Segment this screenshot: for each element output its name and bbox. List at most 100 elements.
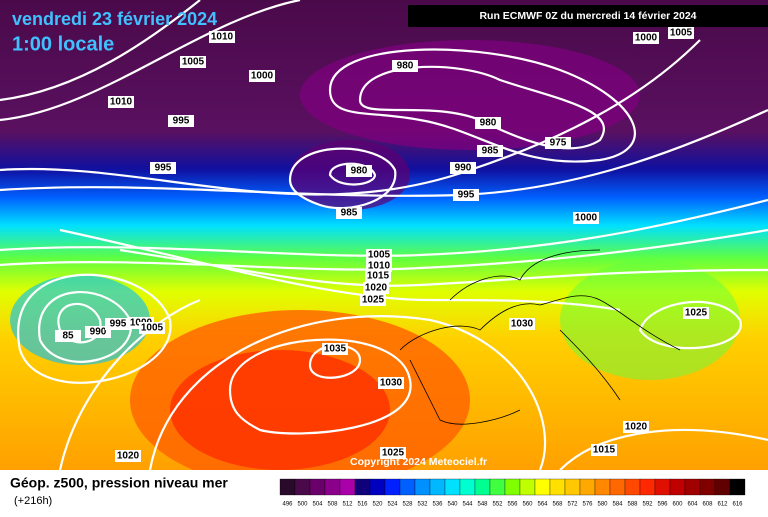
isobar-label-bg [105, 318, 131, 330]
scale-swatch [669, 478, 686, 496]
scale-label: 592 [642, 502, 653, 508]
isobar-label: 1005 [670, 28, 693, 39]
isobar-label-bg [509, 318, 535, 330]
isobar-label: 1030 [380, 378, 403, 389]
scale-label: 532 [417, 502, 428, 508]
isobar-label: 1000 [635, 33, 658, 44]
isobar-label: 1010 [368, 261, 391, 272]
scale-swatch [354, 478, 371, 496]
scale-swatch [429, 478, 446, 496]
isobar-label-bg [150, 162, 176, 174]
scale-label: 600 [672, 502, 683, 508]
isobar-label-bg [573, 212, 599, 224]
scale-swatch [639, 478, 656, 496]
scale-label: 548 [477, 502, 488, 508]
isobar-label: 995 [173, 116, 190, 127]
isobar-label-bg [366, 260, 392, 272]
scale-label: 616 [732, 502, 743, 508]
scale-swatch [369, 478, 386, 496]
scale-label: 528 [402, 502, 413, 508]
scale-label: 596 [657, 502, 668, 508]
copyright: Copyright 2024 Meteociel.fr [350, 456, 487, 468]
scale-label: 540 [447, 502, 458, 508]
isobar-label-bg [623, 421, 649, 433]
isobar-label-bg [683, 307, 709, 319]
isobar-label-bg [336, 207, 362, 219]
run-info: Run ECMWF 0Z du mercredi 14 février 2024 [479, 10, 696, 22]
scale-label: 556 [507, 502, 518, 508]
isobar-label: 980 [480, 118, 497, 129]
isobar-label: 1000 [575, 213, 598, 224]
isobar-label-bg [633, 32, 659, 44]
time-title: 1:00 locale [12, 33, 114, 55]
isobar-label: 1035 [324, 344, 347, 355]
scale-swatch [384, 478, 401, 496]
isobar-label-bg [591, 444, 617, 456]
isobar-label: 1030 [511, 319, 534, 330]
scale-swatch [609, 478, 626, 496]
scale-label: 608 [702, 502, 713, 508]
scale-label: 588 [627, 502, 638, 508]
isobar-label-bg [366, 249, 392, 261]
footer-title: Géop. z500, pression niveau mer [10, 475, 228, 491]
scale-label: 508 [327, 502, 338, 508]
scale-swatch [684, 478, 701, 496]
scale-swatch [414, 478, 431, 496]
scale-swatch [339, 478, 356, 496]
isobar-label-bg [139, 322, 165, 334]
isobar-label: 980 [397, 61, 414, 72]
scale-swatch [489, 478, 506, 496]
isobar-label: 1010 [110, 97, 133, 108]
isobar-label-bg [545, 137, 571, 149]
isobar-label-bg [380, 447, 406, 459]
scale-swatch [594, 478, 611, 496]
scale-label: 512 [342, 502, 353, 508]
isobar-label: 1020 [625, 422, 648, 433]
isobar-label: 995 [458, 190, 475, 201]
isobar-label-bg [360, 294, 386, 306]
scale-swatch [399, 478, 416, 496]
scale-swatch [714, 478, 731, 496]
scale-label: 496 [282, 502, 293, 508]
isobar-label-bg [453, 189, 479, 201]
scale-label: 580 [597, 502, 608, 508]
scale-swatch [459, 478, 476, 496]
isobar-label: 995 [110, 319, 127, 330]
low-area [300, 40, 640, 150]
coastlines [399, 249, 681, 425]
scale-label: 544 [462, 502, 473, 508]
scale-swatch [624, 478, 641, 496]
run-box [408, 5, 768, 27]
isobar-label: 1020 [117, 451, 140, 462]
isobar-label-bg [322, 343, 348, 355]
scale-label: 520 [372, 502, 383, 508]
isobar-label-bg [668, 27, 694, 39]
isobar-label: 975 [550, 138, 567, 149]
scale-swatch [474, 478, 491, 496]
scale-label: 524 [387, 502, 398, 508]
green-area [560, 260, 740, 380]
scale-label: 612 [717, 502, 728, 508]
scale-label: 576 [582, 502, 593, 508]
isobar-label-bg [477, 145, 503, 157]
isobar-label-bg [168, 115, 194, 127]
isobar-label-bg [209, 31, 235, 43]
scale-swatch [519, 478, 536, 496]
color-scale: 496 500 504 508 512 516 520 524 528 532 536 540 544 5… [279, 478, 746, 508]
isobar-label: 990 [90, 327, 107, 338]
scale-swatch [549, 478, 566, 496]
isobar-label-bg [392, 60, 418, 72]
scale-swatch [654, 478, 671, 496]
isobars [0, 0, 768, 470]
isobar-label: 1025 [382, 448, 405, 459]
scale-label: 516 [357, 502, 368, 508]
high-area [170, 350, 390, 470]
isobar-label: 1000 [251, 71, 274, 82]
scale-swatch [579, 478, 596, 496]
isobar-label: 1015 [593, 445, 616, 456]
isobar-label: 1005 [368, 250, 391, 261]
scale-label: 504 [312, 502, 323, 508]
isobar-label: 995 [155, 163, 172, 174]
isobar-label-bg [180, 56, 206, 68]
